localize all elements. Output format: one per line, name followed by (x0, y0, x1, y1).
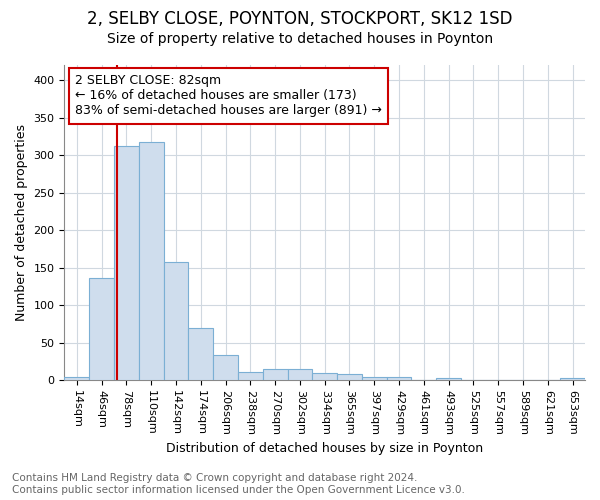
Bar (313, 372, 337, 380)
Bar (560, 378, 585, 380)
Bar (436, 378, 461, 380)
Text: 2 SELBY CLOSE: 82sqm
← 16% of detached houses are smaller (173)
83% of semi-deta: 2 SELBY CLOSE: 82sqm ← 16% of detached h… (75, 74, 382, 118)
Bar (114, 146, 139, 380)
Bar (362, 377, 386, 380)
Bar (287, 369, 313, 380)
Bar (238, 372, 263, 380)
Bar (139, 142, 164, 380)
Bar (64, 377, 89, 380)
X-axis label: Distribution of detached houses by size in Poynton: Distribution of detached houses by size … (166, 442, 483, 455)
Bar (164, 262, 188, 380)
Y-axis label: Number of detached properties: Number of detached properties (15, 124, 28, 321)
Text: 2, SELBY CLOSE, POYNTON, STOCKPORT, SK12 1SD: 2, SELBY CLOSE, POYNTON, STOCKPORT, SK12… (87, 10, 513, 28)
Text: Size of property relative to detached houses in Poynton: Size of property relative to detached ho… (107, 32, 493, 46)
Bar (337, 374, 362, 380)
Bar (263, 369, 287, 380)
Bar (188, 328, 213, 380)
Bar (89, 278, 114, 380)
Bar (386, 377, 412, 380)
Bar (213, 356, 238, 380)
Text: Contains HM Land Registry data © Crown copyright and database right 2024.
Contai: Contains HM Land Registry data © Crown c… (12, 474, 465, 495)
